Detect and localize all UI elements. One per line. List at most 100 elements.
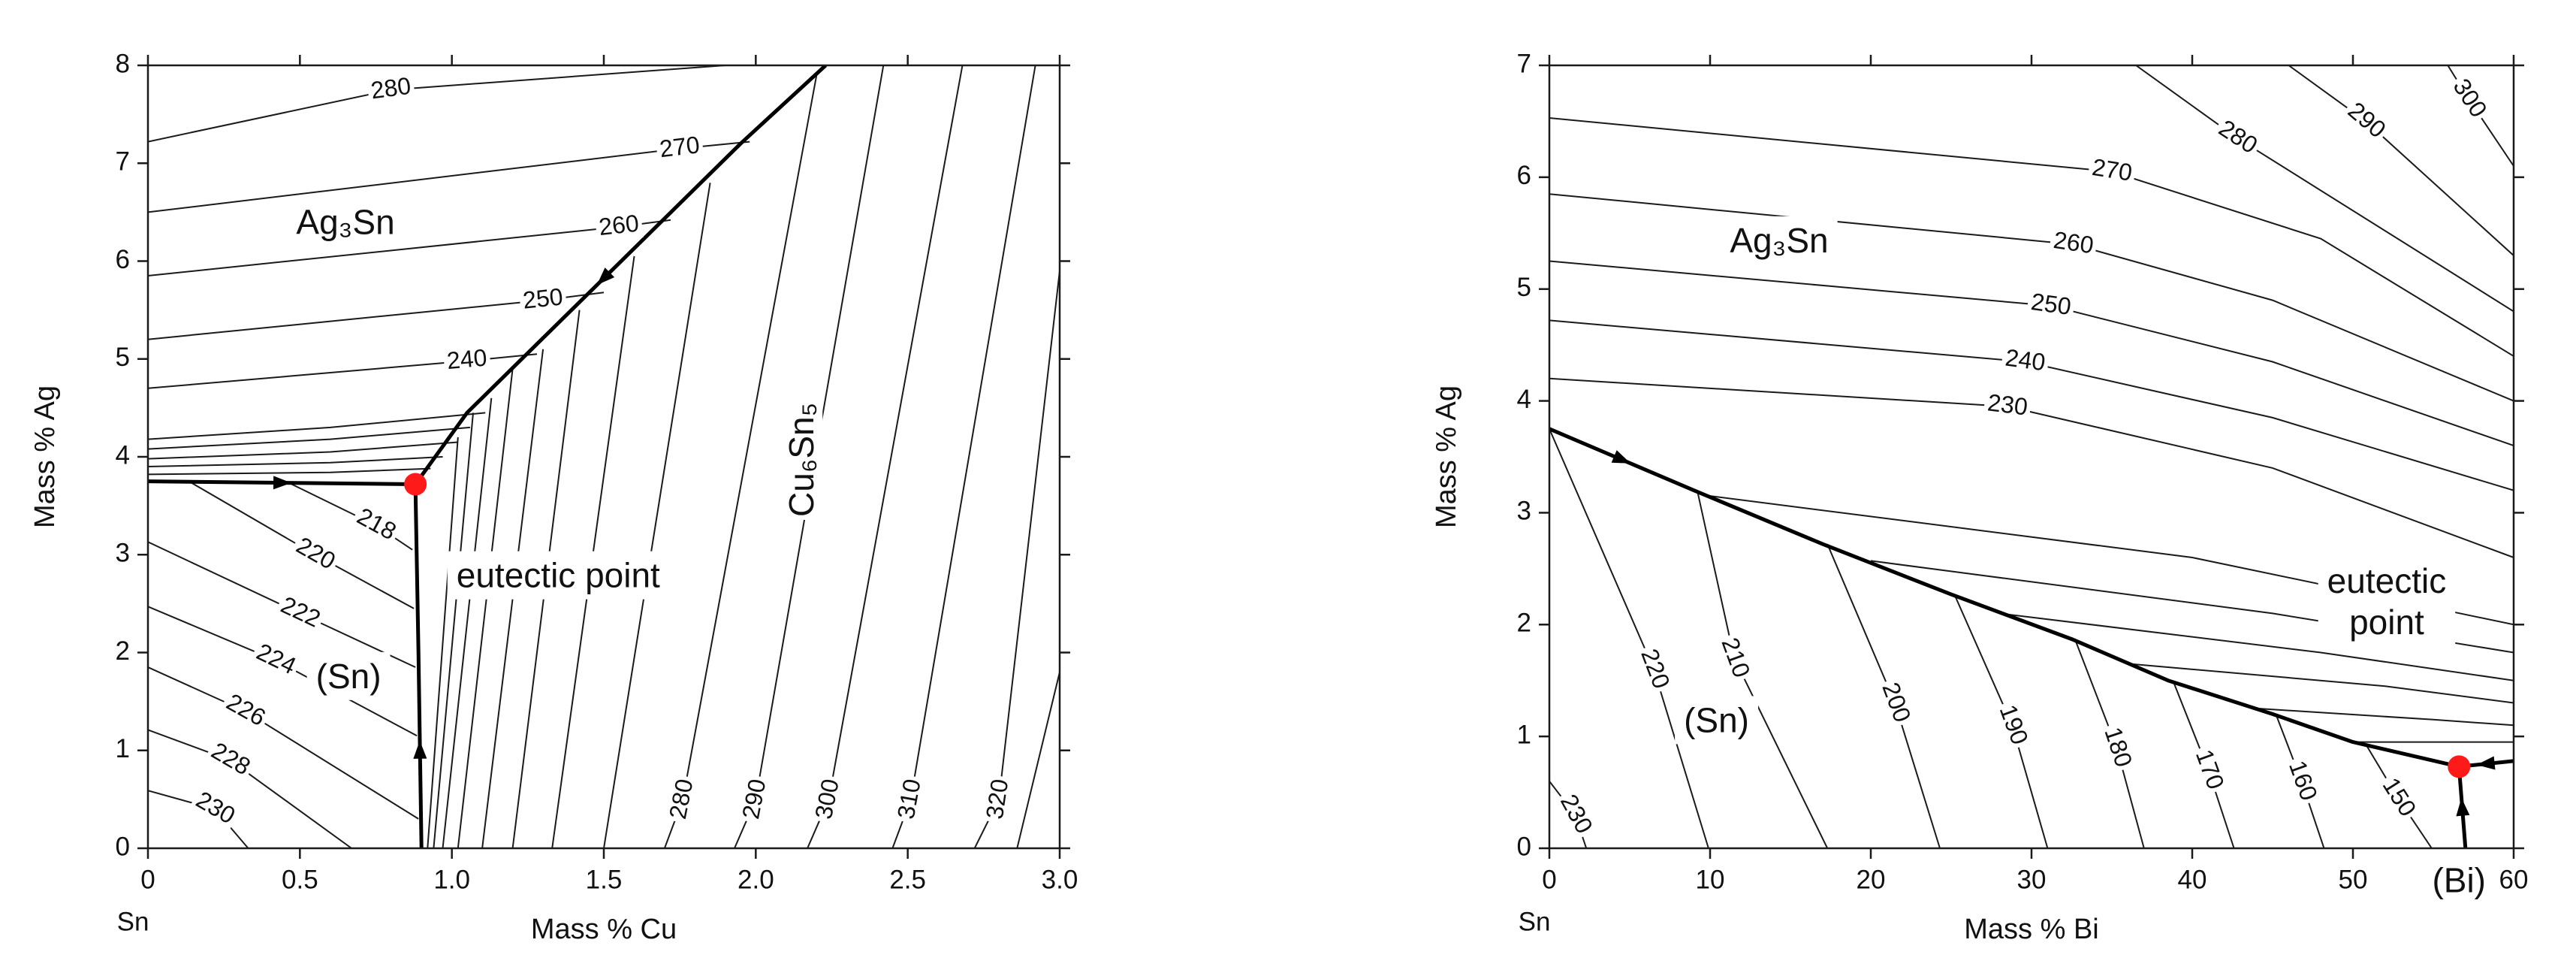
x-tick-label: 1.5 (586, 865, 623, 894)
label-bg (1992, 697, 2037, 752)
label-bg (287, 198, 404, 246)
eutectic-point (2448, 755, 2471, 778)
isotherm (1016, 672, 1060, 848)
annotation: (Sn) (316, 657, 382, 696)
y-tick-label: 6 (1517, 161, 1531, 190)
label-bg (249, 635, 304, 682)
plot-frame (1548, 64, 2515, 850)
y-tick-label: 7 (116, 147, 130, 177)
x-tick-label: 0.5 (282, 865, 318, 894)
annotation-group: Ag₃Sn (1721, 216, 1838, 264)
x-tick-label: 40 (2178, 865, 2207, 894)
x-tick-label: 0 (1542, 865, 1556, 894)
isotherm-label-group: 270 (2086, 151, 2137, 189)
label-bg (662, 773, 701, 825)
label-bg (1721, 216, 1838, 264)
isotherm-label-group: 280 (366, 70, 416, 106)
isotherm (1549, 377, 2514, 558)
label-bg (518, 281, 568, 316)
isotherm-label: 260 (2052, 226, 2095, 258)
annotation: Ag₃Sn (1730, 221, 1828, 260)
label-bg (734, 773, 774, 825)
y-tick-label: 0 (1517, 832, 1531, 861)
label-bg (807, 773, 846, 825)
x-tick-label: 20 (1857, 865, 1886, 894)
isotherm-label: 230 (1986, 388, 2029, 420)
isotherm (1999, 612, 2514, 681)
flow-arrow (273, 476, 292, 490)
label-bg (2318, 557, 2456, 647)
isotherm-label: 240 (446, 344, 488, 375)
isotherm-label: 270 (658, 131, 701, 162)
x-tick-label: 2.0 (738, 865, 774, 894)
label-bg (1875, 675, 1919, 730)
label-bg (1675, 696, 1759, 745)
isotherm-label-group: 218 (349, 499, 405, 548)
label-bg (2097, 720, 2140, 774)
isotherm-label-group: 270 (655, 128, 704, 165)
label-bg (366, 70, 416, 106)
x-tick-label: 60 (2499, 865, 2529, 894)
annotation: (Sn) (1684, 700, 1749, 739)
isotherm (148, 456, 443, 467)
label-bg (2423, 856, 2496, 905)
label-bg (2445, 70, 2496, 125)
isotherm-label-group: 260 (2048, 224, 2099, 261)
isotherm-label-group: 240 (442, 342, 492, 376)
x-tick-label: 50 (2339, 865, 2368, 894)
y-tick-label: 4 (1517, 385, 1531, 414)
isotherm-label-group: 280 (662, 773, 701, 825)
x-tick-label: 3.0 (1042, 865, 1078, 894)
isotherm-label-group: 240 (2000, 342, 2050, 378)
flow-arrow (596, 267, 615, 286)
label-bg (1714, 630, 1758, 684)
x-tick-label: 10 (1696, 865, 1725, 894)
isotherm (442, 397, 493, 848)
plot-frame (146, 64, 1061, 850)
x-axis-label: Mass % Bi (1964, 914, 2098, 945)
isotherm-label: 250 (521, 283, 564, 313)
isotherm-label-group: 300 (807, 773, 846, 825)
isotherm (2256, 707, 2514, 727)
isotherm (2128, 663, 2514, 704)
x-axis-label: Mass % Cu (531, 914, 677, 945)
isotherm (148, 441, 458, 460)
isotherm-label-group: 310 (890, 773, 928, 825)
isotherm-label-group: 260 (594, 207, 644, 243)
annotation-group: eutectic point (447, 551, 670, 600)
label-bg (2210, 111, 2266, 162)
isotherm-label: 280 (370, 72, 413, 104)
y-tick-label: 6 (116, 245, 130, 274)
origin-label: Sn (117, 907, 149, 936)
isotherm (457, 368, 514, 848)
flow-arrow (1611, 450, 1631, 464)
annotation-line: point (2349, 603, 2424, 642)
label-bg (2281, 754, 2326, 808)
label-bg (349, 499, 405, 548)
flow-arrow (413, 740, 427, 759)
isotherm (148, 467, 431, 476)
y-tick-label: 1 (116, 734, 130, 763)
isotherm-label: 320 (981, 777, 1013, 820)
isotherm-label: 240 (2004, 344, 2047, 376)
isotherm-label: 260 (598, 210, 641, 240)
isotherm (427, 437, 459, 848)
annotation-group: (Sn) (1675, 696, 1759, 745)
annotation: (Bi) (2432, 860, 2486, 899)
y-tick-label: 5 (1517, 273, 1531, 302)
y-tick-label: 3 (1517, 497, 1531, 526)
isotherm (603, 183, 711, 848)
annotation-group: (Bi) (2423, 856, 2496, 905)
x-tick-label: 2.5 (889, 865, 926, 894)
x-tick-label: 0 (140, 865, 155, 894)
isotherm-label: 250 (2029, 288, 2073, 320)
label-bg (1552, 786, 1601, 842)
label-bg (594, 207, 644, 243)
y-axis-label: Mass % Ag (1431, 385, 1462, 528)
label-bg (306, 651, 391, 700)
boundary-line (413, 484, 424, 848)
isotherm (1549, 117, 2514, 357)
boundary-line (1549, 427, 2460, 769)
